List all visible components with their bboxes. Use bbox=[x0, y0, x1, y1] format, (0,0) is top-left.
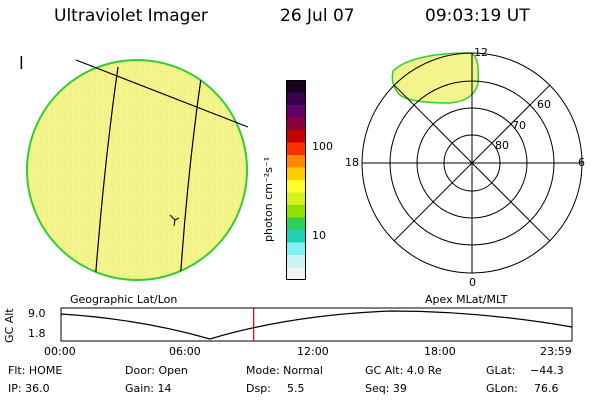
colorbar-segment bbox=[286, 180, 306, 193]
colorbar-segment bbox=[286, 117, 306, 131]
colorbar-segment bbox=[286, 217, 306, 231]
altitude-plot bbox=[60, 307, 573, 342]
glon-value: 76.6 bbox=[534, 382, 559, 395]
colorbar-segment bbox=[286, 130, 306, 143]
earth-disk bbox=[26, 59, 248, 281]
meridian-line bbox=[179, 64, 204, 280]
colorbar-segment bbox=[286, 192, 306, 206]
colorbar-frame bbox=[286, 80, 306, 280]
dsp-value: 5.5 bbox=[287, 382, 305, 395]
auroral-oval bbox=[391, 52, 480, 104]
colorbar-segment bbox=[286, 155, 306, 168]
colorbar-tick: 10 bbox=[312, 229, 326, 242]
station-marker bbox=[169, 214, 180, 227]
parallel-line bbox=[75, 59, 249, 128]
altitude-max-label: 9.0 bbox=[28, 307, 46, 320]
mode-status: Mode: Normal bbox=[246, 364, 323, 377]
mlt-label-left: 18 bbox=[345, 156, 359, 169]
colorbar-segment bbox=[286, 92, 306, 106]
instrument-title: Ultraviolet Imager bbox=[54, 6, 208, 26]
dsp-label: Dsp: bbox=[246, 382, 271, 395]
colorbar-segment bbox=[286, 142, 306, 156]
altitude-curve bbox=[60, 310, 573, 340]
mlt-label-bottom: 0 bbox=[469, 276, 476, 289]
colorbar-segment bbox=[286, 105, 306, 118]
colorbar-segment bbox=[286, 80, 306, 93]
colorbar-segment bbox=[286, 205, 306, 218]
filter-status: Flt: HOME bbox=[8, 364, 63, 377]
image-caption: Geographic Lat/Lon bbox=[70, 293, 178, 306]
time-tick: 18:00 bbox=[424, 345, 456, 358]
glon-label: GLon: bbox=[486, 382, 518, 395]
glat-label: GLat: bbox=[486, 364, 516, 377]
colorbar-segment bbox=[286, 242, 306, 256]
date-label: 26 Jul 07 bbox=[280, 6, 355, 26]
mlt-label-top: 12 bbox=[474, 46, 488, 59]
time-tick: 23:59 bbox=[540, 345, 572, 358]
polar-caption: Apex MLat/MLT bbox=[425, 293, 508, 306]
time-tick: 00:00 bbox=[44, 345, 76, 358]
colorbar-segment bbox=[286, 255, 306, 268]
colorbar-unit-label: photon cm⁻²s⁻¹ bbox=[262, 156, 275, 242]
colorbar-segment bbox=[286, 267, 306, 280]
lat-label: 60 bbox=[537, 98, 551, 111]
door-status: Door: Open bbox=[125, 364, 188, 377]
colorbar-segment bbox=[286, 167, 306, 181]
ip-status: IP: 36.0 bbox=[8, 382, 50, 395]
seq-status: Seq: 39 bbox=[365, 382, 407, 395]
glat-value: −44.3 bbox=[530, 364, 564, 377]
altitude-axis-label: GC Alt bbox=[3, 308, 16, 343]
colorbar bbox=[286, 80, 306, 280]
time-label: 09:03:19 UT bbox=[425, 6, 530, 26]
lat-label: 70 bbox=[512, 119, 526, 132]
time-tick: 12:00 bbox=[297, 345, 329, 358]
lat-label: 80 bbox=[495, 139, 509, 152]
gain-status: Gain: 14 bbox=[125, 382, 172, 395]
plot-frame bbox=[60, 307, 573, 342]
gc-alt-status: GC Alt: 4.0 Re bbox=[365, 364, 442, 377]
corner-mark: l bbox=[19, 54, 24, 74]
colorbar-tick: 100 bbox=[312, 140, 333, 153]
polar-plot bbox=[361, 52, 583, 274]
polar-diagonal bbox=[393, 84, 551, 242]
meridian-line bbox=[94, 66, 119, 280]
altitude-min-label: 1.8 bbox=[28, 327, 46, 340]
mlt-label-right: 6 bbox=[578, 156, 585, 169]
earth-image bbox=[26, 59, 249, 281]
time-tick: 06:00 bbox=[169, 345, 201, 358]
colorbar-segment bbox=[286, 230, 306, 243]
